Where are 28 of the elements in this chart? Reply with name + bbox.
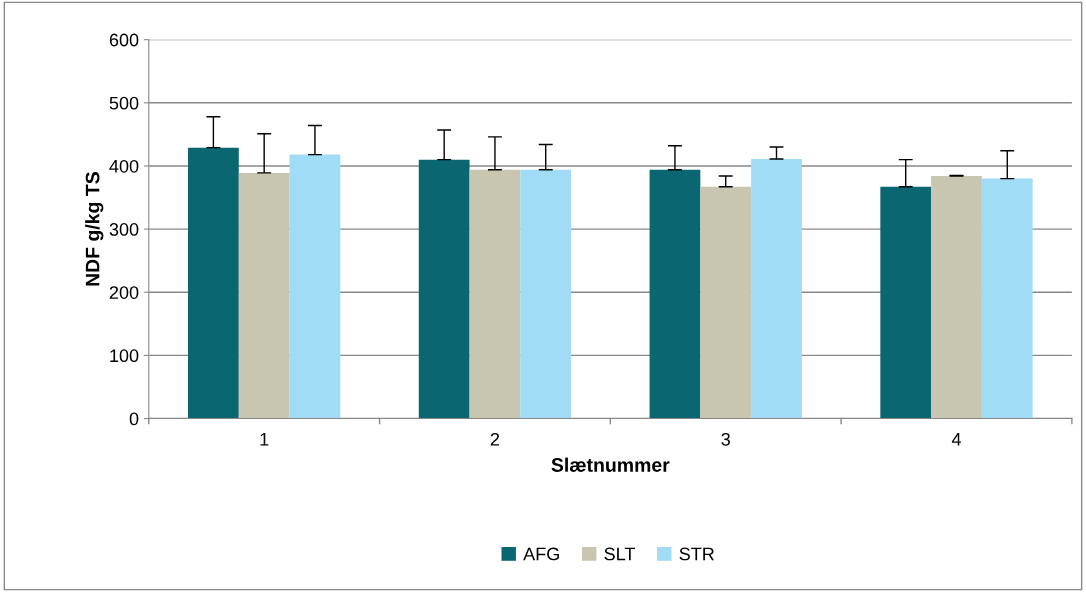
- y-tick-label: 200: [109, 286, 139, 299]
- legend-label: AFG: [523, 547, 559, 561]
- x-tick-label: 2: [490, 432, 500, 446]
- y-tick-label: 500: [109, 96, 139, 110]
- x-axis-title: Slætnummer: [551, 457, 670, 472]
- bar: [981, 178, 1033, 419]
- bar: [469, 169, 521, 419]
- y-tick-label: 0: [129, 412, 139, 426]
- y-axis-title: NDF g/kg TS: [85, 172, 104, 286]
- bar: [188, 147, 239, 419]
- bar: [418, 159, 470, 419]
- bar: [238, 172, 290, 419]
- bar: [931, 176, 982, 419]
- bar: [649, 169, 701, 419]
- y-tick-label: 400: [109, 159, 139, 173]
- legend-label: STR: [679, 547, 714, 561]
- bar: [751, 159, 802, 419]
- bar: [880, 186, 932, 419]
- x-tick-label: 1: [260, 433, 269, 446]
- x-tick-label: 3: [721, 432, 730, 446]
- y-tick-label: 100: [110, 349, 139, 363]
- x-tick-label: 4: [951, 433, 961, 446]
- y-tick-label: 600: [109, 33, 139, 47]
- bar: [700, 186, 752, 419]
- y-tick-label: 300: [109, 223, 139, 236]
- bar: [289, 154, 341, 419]
- legend-label: SLT: [604, 547, 635, 561]
- bar: [520, 169, 572, 419]
